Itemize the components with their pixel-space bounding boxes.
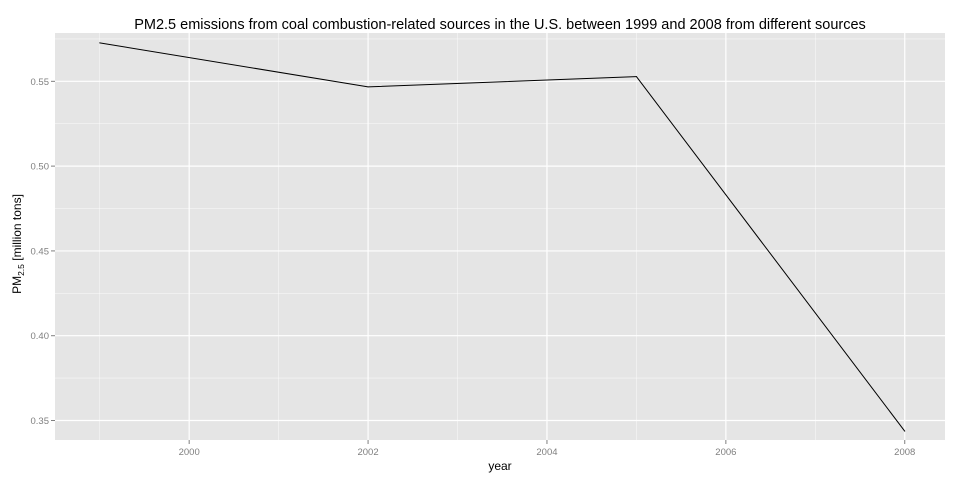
x-tick-label: 2004 <box>536 447 557 458</box>
y-tick-label: 0.50 <box>31 162 50 173</box>
minor-gridlines <box>55 33 945 440</box>
plot-panel <box>55 33 945 440</box>
y-tick-label: 0.55 <box>31 77 50 88</box>
x-axis-title: year <box>488 459 511 473</box>
major-gridlines <box>55 33 945 440</box>
y-axis-title-main: PM <box>10 276 24 294</box>
y-tick-label: 0.35 <box>31 416 50 427</box>
x-tick-label: 2006 <box>715 447 736 458</box>
y-axis-title: PM2.5 [million tons] <box>10 194 26 294</box>
x-tick-label: 2002 <box>357 447 378 458</box>
series-layer <box>99 42 906 432</box>
y-axis-title-subscript: 2.5 <box>16 264 26 276</box>
y-axis-title-unit: [million tons] <box>10 194 24 264</box>
x-axis-ticks: 2000 2002 2004 2006 2008 <box>179 440 915 458</box>
series-line <box>99 42 906 432</box>
data-point <box>635 76 637 78</box>
x-tick-label: 2000 <box>179 447 200 458</box>
x-tick-label: 2008 <box>894 447 915 458</box>
y-tick-label: 0.45 <box>31 246 50 257</box>
y-axis-ticks: 0.35 0.40 0.45 0.50 0.55 <box>31 77 55 427</box>
data-point <box>99 42 101 44</box>
data-point <box>367 86 369 88</box>
chart-title: PM2.5 emissions from coal combustion-rel… <box>134 17 866 33</box>
y-tick-label: 0.40 <box>31 331 50 342</box>
data-point <box>904 430 906 432</box>
